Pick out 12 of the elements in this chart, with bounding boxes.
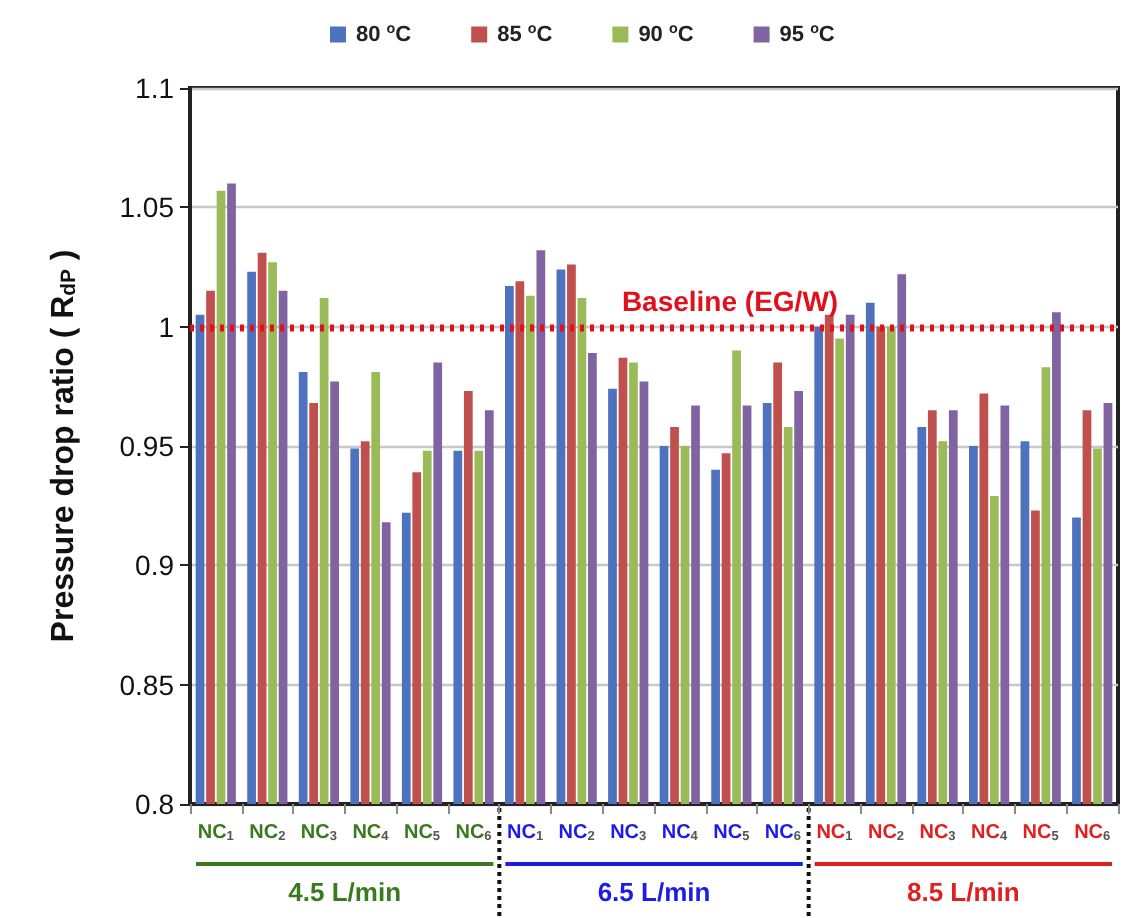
y-axis-title: Pressure drop ratio ( RdP ) <box>46 249 81 643</box>
text: 6.5 L/min <box>597 877 711 907</box>
text: 4.5 L/min <box>288 877 402 907</box>
y-tick-label: 0.85 <box>119 668 175 701</box>
y-tick-label: 0.8 <box>135 788 175 820</box>
ref-line-label: Baseline (EG/W) <box>621 284 839 317</box>
y-tick-label: 0.9 <box>135 549 175 582</box>
text: 8.5 L/min <box>906 877 1020 907</box>
y-tick-label: 1 <box>158 310 175 343</box>
y-tick-label: 0.95 <box>119 430 175 462</box>
y-tick-label: 1.05 <box>119 191 175 224</box>
y-tick-label: 1.1 <box>135 72 175 104</box>
